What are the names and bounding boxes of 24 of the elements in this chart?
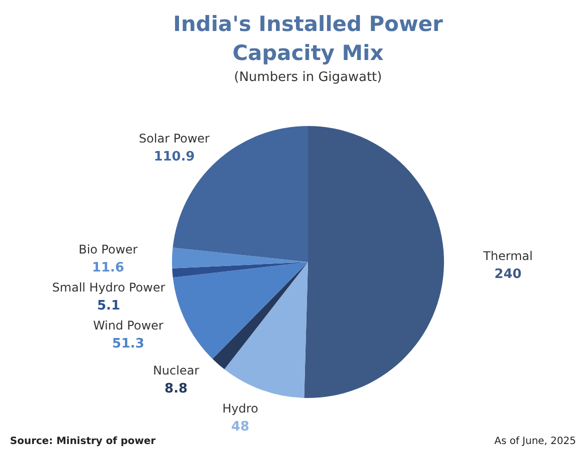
- slice-label: Hydro: [222, 401, 258, 416]
- pie-slice: [172, 248, 308, 268]
- slice-label: Nuclear: [152, 363, 200, 378]
- data-label: 51.3: [112, 336, 144, 352]
- pie-slice: [304, 126, 444, 398]
- pie-slice: [172, 262, 308, 278]
- text: As of June, 2025: [494, 436, 576, 447]
- chart-title: India's Installed Power Capacity Mix: [172, 11, 444, 67]
- slice-label: Wind Power: [93, 318, 164, 332]
- source-note: Source: Ministry of power: [10, 436, 156, 447]
- data-label: 240: [494, 267, 522, 282]
- data-label: 48: [231, 419, 250, 434]
- data-label: 5.1: [97, 298, 120, 314]
- data-label: 8.8: [164, 381, 188, 396]
- data-label: 11.6: [92, 260, 124, 276]
- pie-slice: [212, 262, 308, 370]
- slice-label: Small Hydro Power: [52, 280, 166, 294]
- chart-subtitle: (Numbers in Gigawatt): [233, 70, 383, 85]
- pie-slice: [172, 262, 308, 359]
- slice-label: Thermal: [482, 249, 533, 264]
- slice-label: Bio Power: [78, 242, 138, 256]
- pie-slice: [224, 262, 308, 398]
- data-label: 110.9: [154, 150, 195, 165]
- slice-label: Solar Power: [138, 132, 210, 146]
